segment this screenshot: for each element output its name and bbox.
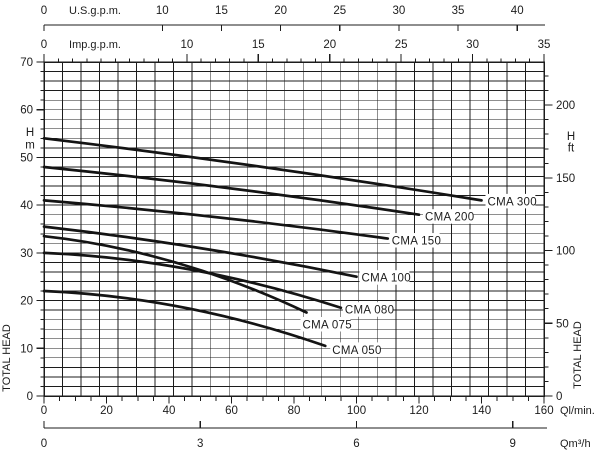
imp-gpm-tick-label: 10: [180, 39, 193, 51]
curve-label-bg-cma-200: [423, 209, 473, 224]
curve-label-bg-cma-150: [389, 233, 440, 248]
curve-label-cma-050: CMA 050: [332, 345, 381, 357]
m3h-axis-label: Qm³/h: [560, 438, 591, 450]
curve-cma-080: [42, 251, 343, 310]
us-gpm-tick-label: 20: [274, 5, 287, 17]
us-gpm-tick-label: 15: [215, 5, 228, 17]
curve-label-cma-200: CMA 200: [425, 212, 474, 224]
imp-gpm-tick-label: 15: [252, 39, 265, 51]
imp-gpm-axis-label: Imp.g.p.m.: [69, 39, 121, 51]
us-gpm-tick-label: 35: [452, 5, 465, 17]
total-head-right-label: TOTAL HEAD: [572, 321, 584, 389]
curve-cma-075: [42, 234, 308, 314]
left-tick-label: 0: [27, 391, 33, 403]
curve-cma-100: [42, 225, 358, 279]
us-gpm-axis-label: U.S.g.p.m.: [69, 5, 121, 17]
lmin-axis-label: Ql/min.: [560, 405, 595, 417]
us-gpm-tick-label: 40: [511, 5, 524, 17]
imp-gpm-tick-label: 30: [466, 39, 479, 51]
curve-label-cma-075: CMA 075: [303, 320, 352, 332]
curve-labels: CMA 300 CMA 200 CMA 150 CMA 100 CMA 075 CMA 0…: [300, 193, 537, 357]
lmin-tick-label: 40: [163, 405, 176, 417]
lmin-tick-label: 140: [472, 405, 491, 417]
left-tick-label: 10: [20, 343, 33, 355]
curve-label-cma-100: CMA 100: [362, 273, 411, 285]
left-tick-label: 50: [20, 152, 33, 164]
imp-gpm-tick-label: 0: [41, 39, 47, 51]
curve-cma-050: [42, 289, 327, 348]
imp-gpm-tick-label: 20: [323, 39, 336, 51]
curve-cma-300: [42, 136, 483, 202]
curve-label-bg-cma-100: [359, 270, 410, 285]
right-tick-label: 0: [556, 391, 562, 403]
lmin-tick-label: 80: [288, 405, 301, 417]
curve-label-cma-300: CMA 300: [488, 196, 537, 208]
total-head-left-label: TOTAL HEAD: [1, 324, 13, 392]
m3h-tick-label: 6: [353, 438, 359, 450]
left-tick-label: 20: [20, 296, 33, 308]
imp-gpm-tick-label: 35: [538, 39, 551, 51]
curve-label-bg-cma-050: [330, 342, 381, 357]
right-axis-unit-ft: ft: [568, 143, 575, 155]
lmin-tick-label: 100: [347, 405, 366, 417]
m3h-tick-label: 3: [197, 438, 203, 450]
left-tick-label: 60: [20, 105, 33, 117]
curve-cma-200: [42, 165, 421, 217]
tick-labels: 0 10 15 20 25 30 35 400 10 15 20 25 30 350 20 40 60 80 100…: [20, 5, 575, 450]
grid: [44, 62, 544, 396]
m3h-tick-label: 9: [510, 438, 516, 450]
left-tick-label: 40: [20, 200, 33, 212]
right-tick-label: 100: [556, 246, 575, 258]
us-gpm-tick-label: 0: [41, 5, 47, 17]
curve-label-bg-cma-300: [485, 193, 536, 209]
lmin-tick-label: 160: [534, 405, 553, 417]
right-axis-unit-h: H: [567, 131, 575, 143]
left-tick-label: 30: [20, 248, 33, 260]
curve-label-cma-150: CMA 150: [392, 236, 441, 248]
right-tick-label: 50: [556, 318, 569, 330]
us-gpm-tick-label: 30: [393, 5, 406, 17]
left-axis-unit-m: m: [25, 140, 35, 152]
left-tick-label: 70: [20, 57, 33, 69]
left-axis-unit-h: H: [26, 127, 34, 139]
curve-label-bg-cma-075: [300, 317, 351, 332]
curve-label-cma-080: CMA 080: [345, 305, 394, 317]
curves: [42, 136, 483, 348]
right-tick-label: 200: [556, 100, 575, 112]
m3h-tick-label: 0: [41, 438, 47, 450]
curve-label-bg-cma-080: [342, 302, 393, 317]
plot-border: [43, 61, 545, 397]
us-gpm-tick-label: 25: [333, 5, 346, 17]
right-tick-label: 150: [556, 173, 575, 185]
us-gpm-tick-label: 10: [156, 5, 169, 17]
imp-gpm-tick-label: 25: [395, 39, 408, 51]
lmin-tick-label: 120: [409, 405, 428, 417]
lmin-tick-label: 0: [41, 405, 47, 417]
curve-cma-150: [42, 199, 390, 240]
axes-and-ticks: [36, 24, 553, 429]
lmin-tick-label: 20: [100, 405, 113, 417]
lmin-tick-label: 60: [225, 405, 238, 417]
